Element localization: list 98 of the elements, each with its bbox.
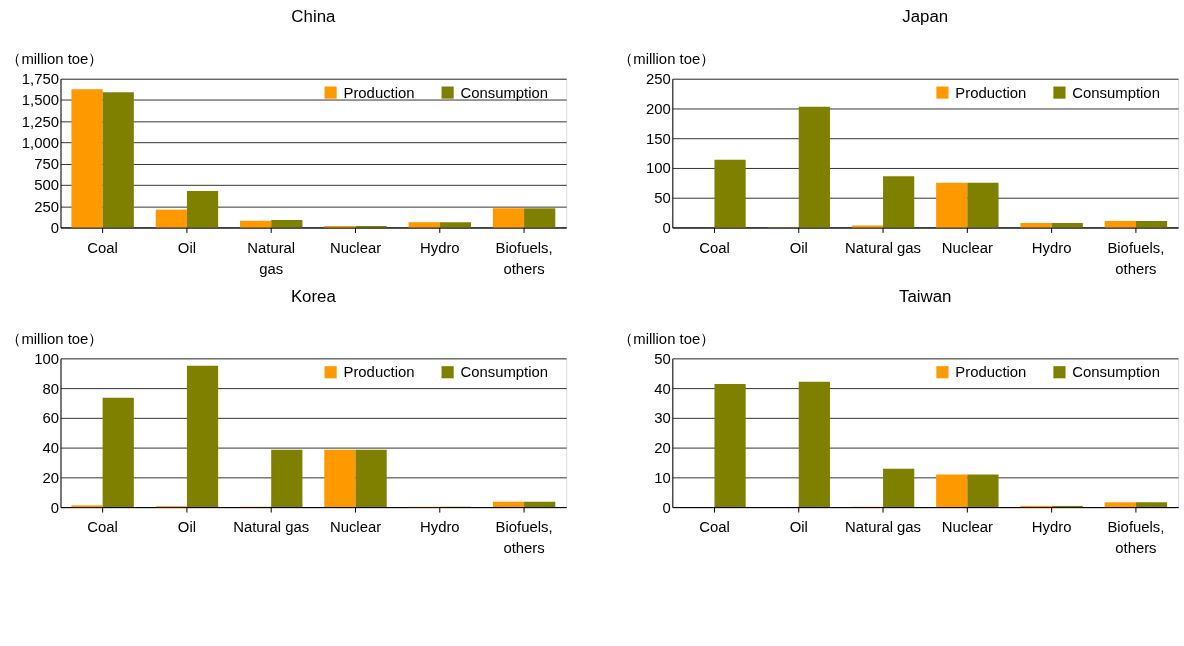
- bar: [102, 92, 134, 228]
- x-tick-label: Natural gas: [845, 519, 922, 536]
- bar: [524, 501, 556, 508]
- y-tick-label: 60: [42, 410, 59, 427]
- chart-title: Korea: [290, 286, 337, 306]
- bar: [967, 182, 999, 228]
- y-tick-label: 0: [50, 499, 59, 516]
- x-tick-label: Hydro: [419, 239, 460, 256]
- bar: [883, 468, 915, 508]
- bar: [1135, 502, 1168, 508]
- y-tick-label: 20: [42, 469, 59, 486]
- y-tick-label: 0: [662, 499, 671, 516]
- x-tick-label: Hydro: [1031, 239, 1072, 256]
- y-tick-label: 40: [654, 380, 671, 397]
- y-tick-label: 750: [34, 156, 59, 173]
- y-tick-label: 80: [42, 380, 59, 397]
- x-tick-label: Oil: [177, 519, 197, 536]
- legend-label: Consumption: [460, 84, 549, 101]
- legend-label: Production: [955, 84, 1027, 101]
- x-tick-label: Natural gas: [247, 239, 296, 277]
- y-tick-label: 150: [646, 130, 671, 147]
- bar: [798, 381, 830, 508]
- y-tick-label: 1,000: [21, 134, 59, 151]
- x-tick-label: Nuclear: [941, 519, 993, 536]
- bar: [271, 219, 303, 228]
- y-tick-label: 20: [654, 440, 671, 457]
- y-tick-label: 250: [646, 71, 671, 88]
- bar: [936, 182, 968, 228]
- x-tick-label: Coal: [699, 519, 730, 536]
- y-tick-label: 40: [42, 440, 59, 457]
- bar: [492, 208, 525, 228]
- y-tick-label: 500: [34, 177, 59, 194]
- bar: [408, 222, 440, 228]
- bar: [714, 383, 746, 508]
- x-tick-label: Biofuels, others: [1107, 239, 1165, 277]
- x-tick-label: Natural gas: [233, 519, 310, 536]
- bar: [439, 222, 471, 228]
- y-tick-label: 200: [646, 100, 671, 117]
- bar: [883, 176, 915, 228]
- y-tick-label: 50: [654, 190, 671, 207]
- x-tick-label: Biofuels, others: [495, 239, 553, 277]
- y-axis-title: （million toe）: [618, 51, 716, 68]
- x-tick-label: Hydro: [419, 519, 460, 536]
- bar: [355, 449, 387, 508]
- y-tick-label: 1,750: [21, 71, 59, 88]
- x-tick-label: Nuclear: [941, 239, 993, 256]
- bar: [1104, 502, 1136, 508]
- y-tick-label: 100: [34, 350, 59, 367]
- bar: [324, 449, 356, 508]
- y-axis-title: （million toe）: [618, 330, 716, 347]
- x-tick-label: Oil: [789, 239, 808, 256]
- bar: [851, 225, 884, 228]
- x-tick-label: Hydro: [1031, 519, 1072, 536]
- y-tick-label: 0: [662, 219, 671, 236]
- legend-label: Consumption: [1072, 364, 1160, 381]
- legend-label: Consumption: [1072, 84, 1160, 101]
- bar: [1020, 223, 1052, 228]
- bar: [936, 474, 968, 508]
- bar: [967, 474, 999, 508]
- bar: [492, 501, 525, 508]
- x-tick-label: Biofuels, others: [1107, 519, 1165, 557]
- x-tick-label: Coal: [699, 239, 730, 256]
- bar: [155, 209, 187, 228]
- chart-title: China: [291, 7, 336, 27]
- bar: [798, 106, 830, 228]
- bar: [524, 208, 556, 228]
- legend-label: Production: [343, 364, 415, 381]
- y-axis-title: （million toe）: [6, 51, 104, 68]
- y-tick-label: 30: [654, 410, 671, 427]
- x-tick-label: Oil: [789, 519, 808, 536]
- y-tick-label: 10: [654, 469, 671, 486]
- x-tick-label: Oil: [177, 239, 197, 256]
- y-tick-label: 1,500: [21, 92, 59, 109]
- y-tick-label: 50: [654, 350, 671, 367]
- bar: [186, 365, 219, 508]
- chart-title: Taiwan: [898, 286, 952, 306]
- y-tick-label: 1,250: [21, 113, 59, 130]
- y-tick-label: 100: [646, 160, 671, 177]
- x-tick-label: Nuclear: [329, 519, 382, 536]
- chart-title: Japan: [902, 7, 949, 27]
- x-tick-label: Natural gas: [845, 239, 922, 256]
- x-tick-label: Nuclear: [329, 239, 382, 256]
- x-tick-label: Biofuels, others: [495, 519, 553, 557]
- legend-label: Production: [955, 364, 1027, 381]
- legend-label: Production: [343, 84, 415, 101]
- bar: [71, 89, 103, 228]
- y-tick-label: 250: [34, 198, 59, 215]
- bar: [1135, 220, 1168, 228]
- y-tick-label: 0: [50, 219, 59, 236]
- legend-label: Consumption: [460, 364, 549, 381]
- x-tick-label: Coal: [87, 239, 118, 256]
- y-axis-title: （million toe）: [6, 330, 104, 347]
- bar: [102, 397, 134, 508]
- bar: [714, 159, 746, 228]
- bar: [271, 449, 303, 508]
- bar: [186, 190, 219, 228]
- bar: [1104, 220, 1136, 228]
- x-tick-label: Coal: [87, 519, 118, 536]
